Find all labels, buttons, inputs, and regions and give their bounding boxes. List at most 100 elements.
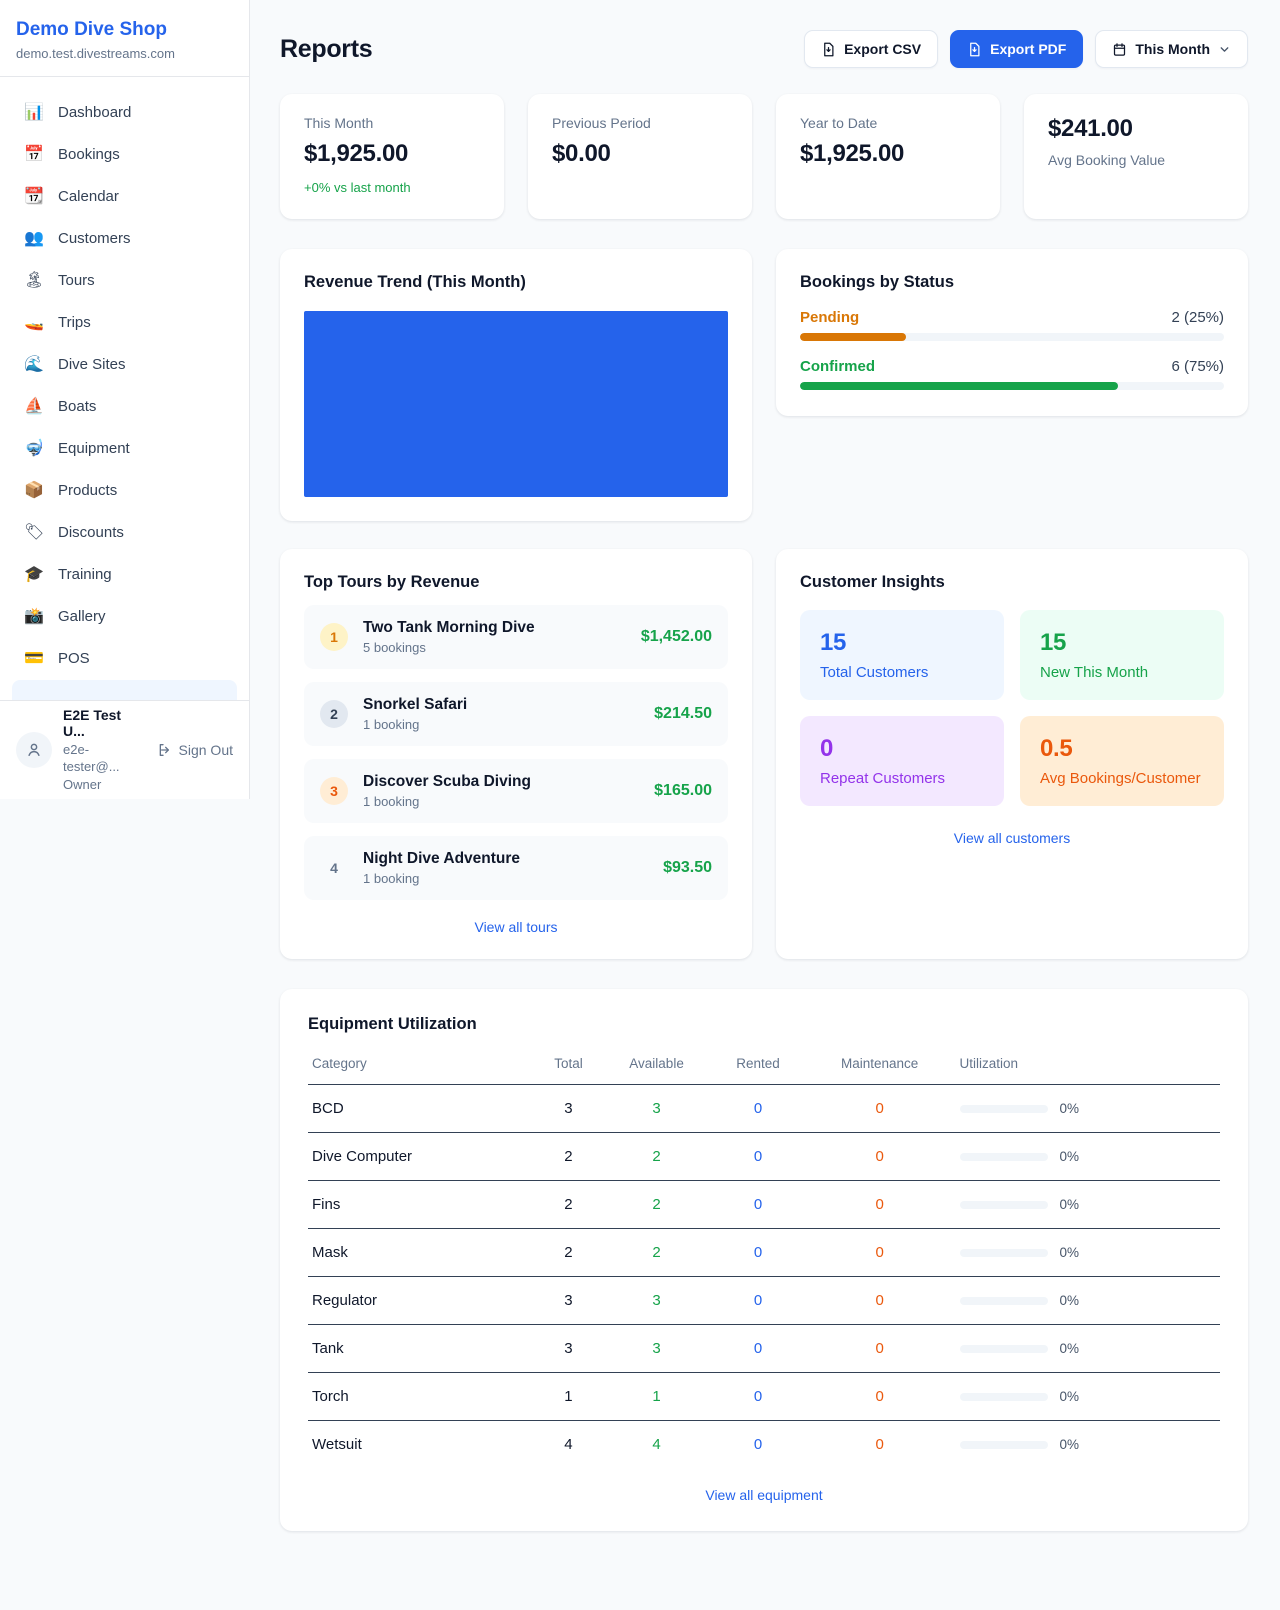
sign-out-button[interactable]: Sign Out	[157, 742, 233, 758]
equipment-available: 2	[600, 1132, 713, 1181]
stat-label: Avg Booking Value	[1048, 152, 1166, 168]
wave-icon: 🌊	[24, 356, 44, 373]
revenue-trend-card: Revenue Trend (This Month)	[280, 249, 752, 521]
equipment-maintenance: 0	[803, 1084, 956, 1133]
tour-row-night-dive-adventure: 4 Night Dive Adventure 1 booking $93.50	[304, 836, 728, 900]
tour-name: Discover Scuba Diving	[363, 773, 531, 790]
status-count: 6 (75%)	[1171, 358, 1224, 375]
sidebar-item-products[interactable]: 📦 Products	[12, 469, 237, 511]
tour-name: Two Tank Morning Dive	[363, 619, 535, 636]
equipment-utilization-card: Equipment Utilization Category Total Avail…	[280, 989, 1248, 1531]
revenue-trend-chart	[304, 311, 728, 497]
export-pdf-button[interactable]: Export PDF	[950, 30, 1084, 68]
status-list: Pending 2 (25%) Confirmed 6 (75%)	[800, 309, 1224, 390]
sidebar-item-label: POS	[58, 649, 90, 667]
sidebar-item-dive-sites[interactable]: 🌊 Dive Sites	[12, 343, 237, 385]
sidebar-item-tours[interactable]: 🏝 Tours	[12, 259, 237, 301]
customer-insights-card: Customer Insights 15 Total Customers 15 New…	[776, 549, 1248, 959]
tag-icon: 🏷	[24, 524, 45, 541]
equipment-utilization: 0%	[955, 1180, 1220, 1229]
page-title: Reports	[280, 34, 373, 63]
bar-chart-icon: 📊	[24, 104, 44, 121]
shop-header: Demo Dive Shop demo.test.divestreams.com	[0, 0, 249, 77]
sidebar-item-label: Customers	[58, 229, 131, 247]
equipment-total: 2	[536, 1180, 601, 1229]
equipment-category: Dive Computer	[308, 1132, 536, 1181]
sidebar-item-customers[interactable]: 👥 Customers	[12, 217, 237, 259]
graduation-cap-icon: 🎓	[24, 566, 44, 583]
sign-out-icon	[159, 744, 169, 756]
stat-label: Year to Date	[800, 115, 878, 131]
sidebar-item-equipment[interactable]: 🤿 Equipment	[12, 427, 237, 469]
people-icon: 👥	[24, 230, 44, 247]
view-all-tours-link[interactable]: View all tours	[474, 919, 558, 935]
insight-value: 0	[820, 735, 834, 762]
equipment-rented: 0	[753, 1436, 763, 1453]
insight-label: Repeat Customers	[820, 770, 946, 787]
sidebar-item-label: Calendar	[58, 187, 119, 205]
export-csv-button[interactable]: Export CSV	[804, 30, 939, 68]
tear-off-calendar-icon: 📆	[24, 188, 44, 205]
equipment-category: Mask	[308, 1228, 536, 1277]
sidebar-item-trips[interactable]: 🚤 Trips	[12, 301, 237, 343]
sidebar-item-gallery[interactable]: 📸 Gallery	[12, 595, 237, 637]
credit-card-icon: 💳	[24, 650, 44, 667]
export-csv-label: Export CSV	[844, 41, 922, 57]
utilization-bar-track	[959, 1248, 1048, 1257]
sidebar-item-bookings[interactable]: 📅 Bookings	[12, 133, 237, 175]
period-dropdown[interactable]: This Month	[1095, 30, 1248, 68]
equipment-row-fins: Fins 2 2 0 0 0%	[308, 1180, 1220, 1229]
tour-row-discover-scuba-diving: 3 Discover Scuba Diving 1 booking $165.00	[304, 759, 728, 823]
stat-card-year-to-date: Year to Date $1,925.00	[776, 94, 1000, 219]
tour-name: Snorkel Safari	[363, 696, 468, 713]
tour-bookings-count: 1 booking	[363, 871, 420, 886]
equipment-available: 1	[600, 1372, 713, 1421]
sidebar-item-calendar[interactable]: 📆 Calendar	[12, 175, 237, 217]
sidebar-item-pos[interactable]: 💳 POS	[12, 637, 237, 679]
equipment-column-utilization: Utilization	[955, 1044, 1220, 1085]
status-bar-track	[800, 382, 1224, 390]
status-line: Pending 2 (25%)	[800, 309, 1224, 326]
tour-bookings-count: 1 booking	[363, 794, 420, 809]
tour-revenue: $214.50	[654, 705, 712, 722]
sidebar-item-label: Tours	[58, 271, 95, 289]
equipment-available: 2	[600, 1228, 713, 1277]
utilization-percent: 0%	[1059, 1101, 1080, 1116]
sidebar-item-label: Boats	[58, 397, 97, 415]
sidebar-item-dashboard[interactable]: 📊 Dashboard	[12, 91, 237, 133]
utilization-cell: 0%	[959, 1245, 1216, 1260]
equipment-category: Fins	[308, 1180, 536, 1229]
stat-value: $241.00	[1048, 115, 1133, 142]
equipment-rented: 0	[712, 1132, 804, 1181]
rank-badge: 4	[330, 860, 338, 876]
view-all-customers-link[interactable]: View all customers	[953, 830, 1071, 846]
user-email: e2e-tester@...	[63, 741, 120, 775]
utilization-bar-track	[959, 1392, 1048, 1401]
user-panel: E2E Test U... e2e-tester@... Owner Sign …	[0, 700, 249, 799]
charts-row: Revenue Trend (This Month) Bookings by S…	[280, 249, 1248, 521]
utilization-cell: 0%	[959, 1197, 1216, 1212]
status-label: Pending	[800, 309, 860, 326]
revenue-trend-title: Revenue Trend (This Month)	[304, 273, 526, 291]
sidebar-item-boats[interactable]: ⛵ Boats	[12, 385, 237, 427]
sidebar-active-item-partial	[12, 680, 237, 700]
status-bar-track	[800, 333, 1224, 341]
insight-value: 0.5	[1040, 735, 1073, 762]
equipment-row-bcd: BCD 3 3 0 0 0%	[308, 1084, 1220, 1133]
stat-card-this-month: This Month $1,925.00 +0% vs last month	[280, 94, 504, 219]
view-all-equipment-link[interactable]: View all equipment	[705, 1487, 823, 1503]
sidebar-item-label: Equipment	[58, 439, 130, 457]
insight-tile-repeat-customers: 0 Repeat Customers	[800, 716, 1004, 806]
utilization-cell: 0%	[959, 1101, 1216, 1116]
equipment-column-category: Category	[308, 1044, 536, 1085]
equipment-available: 3	[600, 1084, 713, 1133]
utilization-bar-track	[959, 1200, 1048, 1209]
equipment-row-tank: Tank 3 3 0 0 0%	[308, 1324, 1220, 1373]
equipment-category: Regulator	[308, 1276, 536, 1325]
utilization-percent: 0%	[1059, 1341, 1080, 1356]
equipment-column-rented: Rented	[712, 1044, 804, 1085]
sidebar-item-training[interactable]: 🎓 Training	[12, 553, 237, 595]
sidebar-item-label: Bookings	[58, 145, 120, 163]
sidebar-item-discounts[interactable]: 🏷 Discounts	[12, 511, 237, 553]
utilization-bar-track	[959, 1440, 1048, 1449]
